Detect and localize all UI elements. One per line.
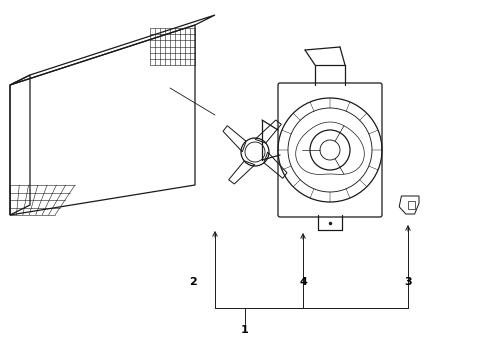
Text: 4: 4 <box>299 277 307 287</box>
Text: 2: 2 <box>189 277 197 287</box>
Text: 1: 1 <box>241 325 249 335</box>
Text: 3: 3 <box>404 277 412 287</box>
